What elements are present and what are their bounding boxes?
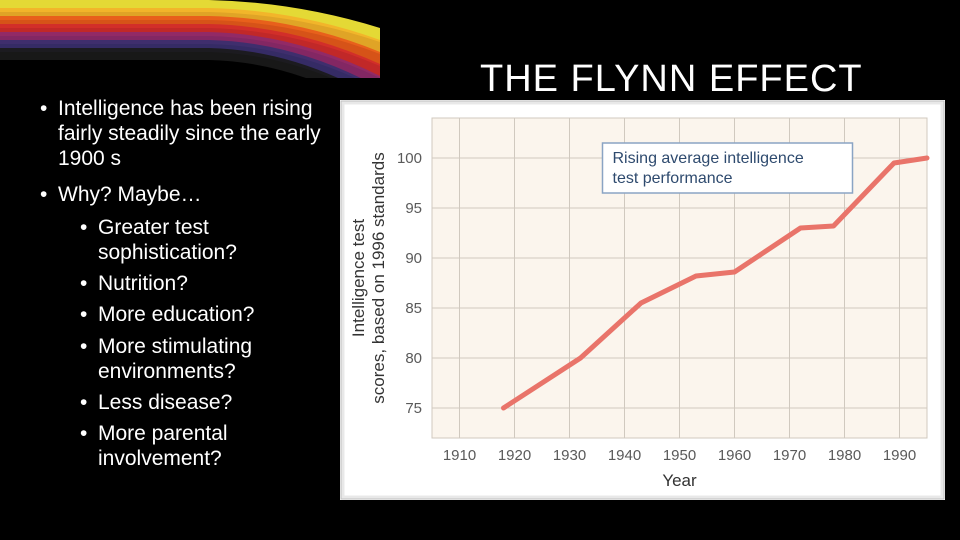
svg-text:75: 75 [405, 400, 422, 417]
svg-text:1970: 1970 [773, 447, 806, 464]
svg-text:1910: 1910 [443, 447, 476, 464]
svg-text:100: 100 [397, 150, 422, 167]
svg-text:Intelligence test: Intelligence test [349, 219, 368, 337]
sub-bullet-text: More education? [98, 303, 254, 326]
sub-bullet-item: More education? [80, 302, 340, 327]
flynn-effect-chart: 75 80 85 90 95 100 1910 1920 1930 1940 1950 1960 197… [340, 100, 945, 500]
svg-text:Rising average intelligence: Rising average intelligence [613, 150, 804, 167]
bullet-text: Why? Maybe… [58, 183, 202, 206]
svg-text:80: 80 [405, 350, 422, 367]
sub-bullet-text: Less disease? [98, 391, 232, 414]
sub-bullet-text: More stimulating environments? [98, 335, 252, 383]
sub-bullet-text: More parental involvement? [98, 422, 228, 470]
sub-bullet-item: More parental involvement? [80, 421, 340, 471]
svg-text:test performance: test performance [613, 170, 733, 187]
svg-text:90: 90 [405, 250, 422, 267]
slide-title: THE FLYNN EFFECT [480, 58, 950, 101]
svg-text:1920: 1920 [498, 447, 531, 464]
svg-text:scores, based on 1996 standard: scores, based on 1996 standards [369, 152, 388, 403]
bullet-item: Intelligence has been rising fairly stea… [40, 96, 340, 172]
svg-text:1980: 1980 [828, 447, 861, 464]
sub-bullet-item: Less disease? [80, 390, 340, 415]
bullet-list: Intelligence has been rising fairly stea… [40, 96, 340, 481]
bullet-item: Why? Maybe… Greater test sophistication?… [40, 182, 340, 472]
sub-bullet-item: Greater test sophistication? [80, 215, 340, 265]
svg-text:85: 85 [405, 300, 422, 317]
svg-text:1960: 1960 [718, 447, 751, 464]
svg-text:1990: 1990 [883, 447, 916, 464]
svg-text:1940: 1940 [608, 447, 641, 464]
svg-text:Year: Year [662, 471, 697, 490]
sub-bullet-item: Nutrition? [80, 271, 340, 296]
decorative-banner [0, 0, 380, 78]
svg-text:1950: 1950 [663, 447, 696, 464]
svg-text:95: 95 [405, 200, 422, 217]
sub-bullet-text: Nutrition? [98, 272, 188, 295]
sub-bullet-text: Greater test sophistication? [98, 216, 237, 264]
sub-bullet-item: More stimulating environments? [80, 334, 340, 384]
svg-text:1930: 1930 [553, 447, 586, 464]
bullet-text: Intelligence has been rising fairly stea… [58, 97, 321, 170]
